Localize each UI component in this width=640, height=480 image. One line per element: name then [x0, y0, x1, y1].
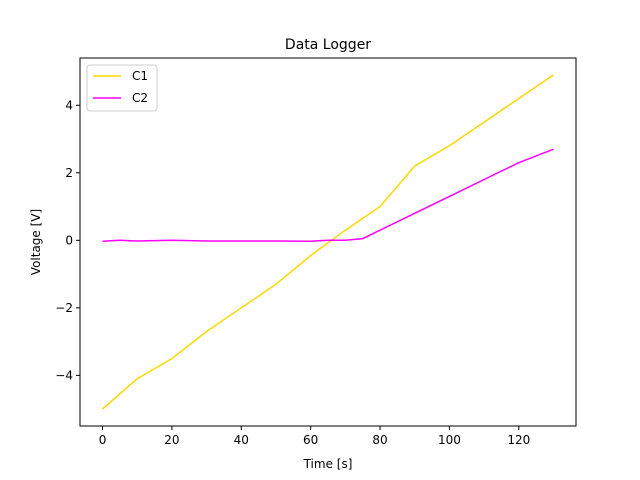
y-axis-label: Voltage [V] [29, 209, 43, 275]
legend-label-c2: C2 [132, 91, 148, 105]
x-axis-label: Time [s] [303, 457, 353, 471]
x-tick-label: 20 [164, 433, 179, 447]
series-line-c2 [102, 148, 554, 243]
x-tick-label: 60 [303, 433, 318, 447]
y-tick-label: 4 [65, 98, 73, 112]
y-tick-label: −2 [55, 301, 73, 315]
legend-label-c1: C1 [132, 69, 148, 83]
y-tick-label: 2 [65, 166, 73, 180]
series-lines [102, 74, 554, 410]
y-tick-label: −4 [55, 368, 73, 382]
plot-frame [79, 57, 577, 427]
legend: C1 C2 [86, 64, 158, 112]
x-tick-label: 100 [438, 433, 461, 447]
y-tick-label: 0 [65, 233, 73, 247]
axis-ticks: 0 20 40 60 80 100 120 −4 −2 0 2 4 [55, 98, 530, 447]
chart-title: Data Logger [285, 37, 371, 53]
x-tick-label: 40 [234, 433, 249, 447]
x-tick-label: 0 [99, 433, 107, 447]
series-line-c1 [102, 74, 554, 410]
x-tick-label: 80 [372, 433, 387, 447]
x-tick-label: 120 [507, 433, 530, 447]
